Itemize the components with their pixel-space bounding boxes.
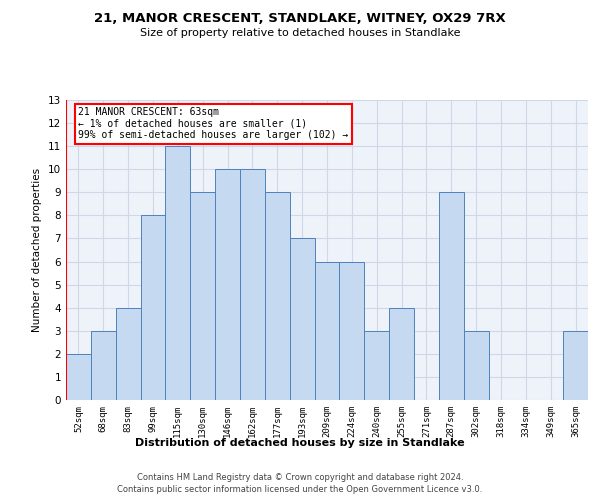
Bar bbox=[265, 192, 290, 400]
Bar bbox=[340, 262, 364, 400]
Bar bbox=[389, 308, 414, 400]
Bar bbox=[116, 308, 140, 400]
Bar bbox=[66, 354, 91, 400]
Bar bbox=[215, 169, 240, 400]
Text: Contains HM Land Registry data © Crown copyright and database right 2024.: Contains HM Land Registry data © Crown c… bbox=[137, 472, 463, 482]
Text: Size of property relative to detached houses in Standlake: Size of property relative to detached ho… bbox=[140, 28, 460, 38]
Bar bbox=[563, 331, 588, 400]
Bar bbox=[364, 331, 389, 400]
Bar bbox=[439, 192, 464, 400]
Bar bbox=[464, 331, 488, 400]
Bar bbox=[91, 331, 116, 400]
Bar bbox=[140, 216, 166, 400]
Text: Contains public sector information licensed under the Open Government Licence v3: Contains public sector information licen… bbox=[118, 485, 482, 494]
Text: Distribution of detached houses by size in Standlake: Distribution of detached houses by size … bbox=[135, 438, 465, 448]
Bar bbox=[240, 169, 265, 400]
Y-axis label: Number of detached properties: Number of detached properties bbox=[32, 168, 43, 332]
Text: 21, MANOR CRESCENT, STANDLAKE, WITNEY, OX29 7RX: 21, MANOR CRESCENT, STANDLAKE, WITNEY, O… bbox=[94, 12, 506, 26]
Bar bbox=[190, 192, 215, 400]
Bar bbox=[290, 238, 314, 400]
Bar bbox=[166, 146, 190, 400]
Bar bbox=[314, 262, 340, 400]
Text: 21 MANOR CRESCENT: 63sqm
← 1% of detached houses are smaller (1)
99% of semi-det: 21 MANOR CRESCENT: 63sqm ← 1% of detache… bbox=[79, 107, 349, 140]
